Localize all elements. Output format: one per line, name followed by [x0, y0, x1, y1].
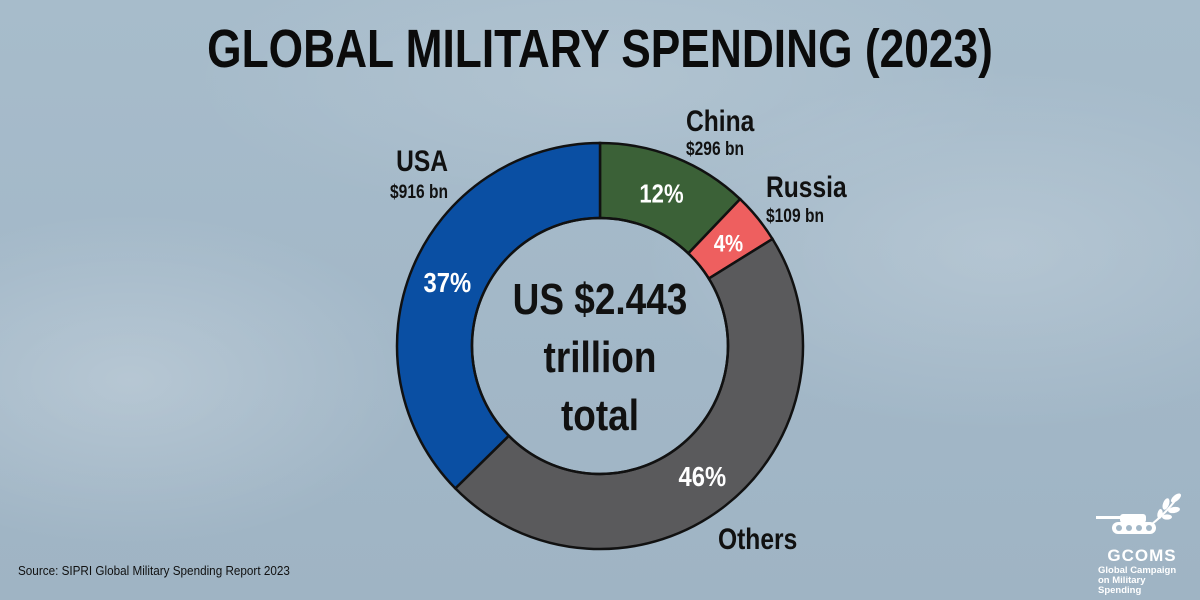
donut-inner-edge	[470, 216, 730, 476]
slice-percent-usa: 37%	[424, 266, 472, 298]
source-note: Source: SIPRI Global Military Spending R…	[18, 563, 290, 578]
category-label-usa: USA	[396, 144, 448, 178]
logo-tagline: Global Campaign on Military Spending	[1098, 565, 1177, 596]
logo-name: GCOMS	[1107, 546, 1177, 565]
center-total-line2: trillion	[544, 332, 657, 382]
category-amount-usa: $916 bn	[390, 181, 448, 203]
slice-percent-russia: 4%	[714, 230, 744, 257]
category-amount-china: $296 bn	[686, 138, 744, 160]
tank-olive-branch-icon	[1096, 493, 1181, 534]
center-total-line1: US $2.443	[513, 274, 688, 324]
chart-title: GLOBAL MILITARY SPENDING (2023)	[207, 19, 993, 79]
slice-percent-china: 12%	[639, 180, 683, 209]
category-label-others: Others	[718, 522, 797, 556]
center-total-line3: total	[561, 390, 639, 440]
category-amount-russia: $109 bn	[766, 205, 824, 227]
category-label-russia: Russia	[766, 170, 847, 204]
gcoms-logo: GCOMS Global Campaign on Military Spendi…	[1092, 488, 1192, 596]
slice-percent-others: 46%	[678, 460, 726, 492]
category-label-china: China	[686, 104, 755, 138]
